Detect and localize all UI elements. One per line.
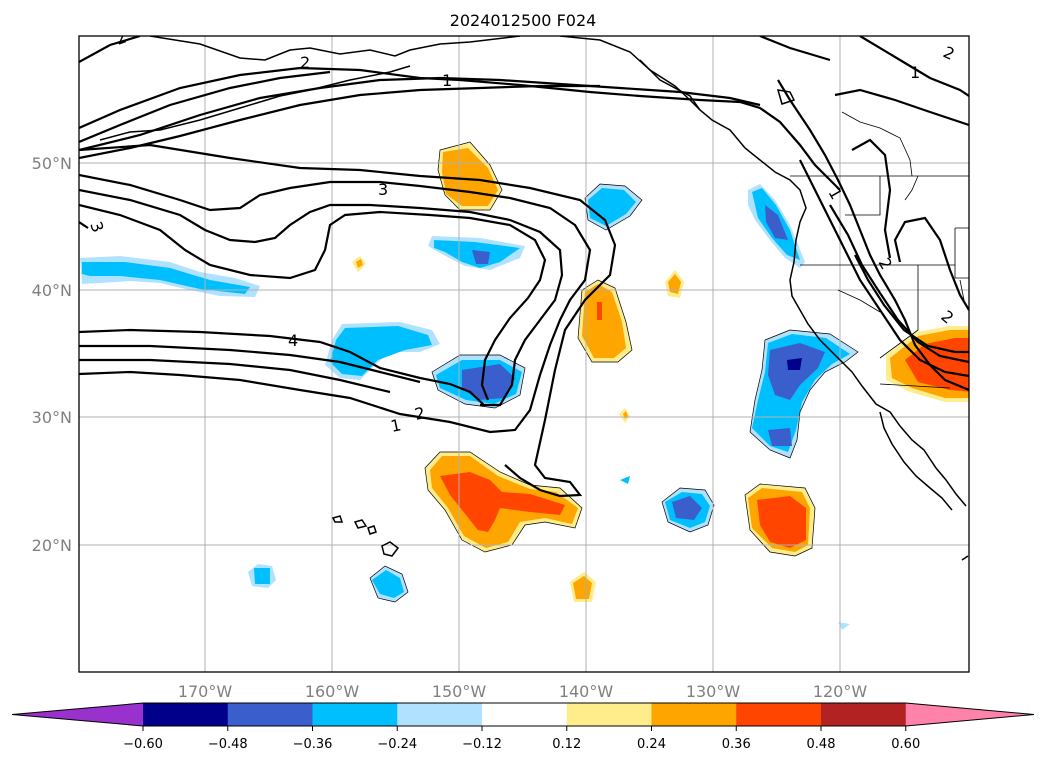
lon-label-150w: 150°W xyxy=(432,682,487,701)
colorbar-tick-label: 0.48 xyxy=(807,737,836,752)
contour-label: 2 xyxy=(413,403,427,424)
colorbar-segment xyxy=(143,703,229,726)
colorbar-tick-label: 0.36 xyxy=(722,737,751,752)
colorbar-segment xyxy=(821,703,907,726)
contour-label: 1 xyxy=(910,63,920,82)
colorbar-tick-label: −0.12 xyxy=(462,737,502,752)
colorbar-tick-label: −0.48 xyxy=(208,737,248,752)
map-frame xyxy=(78,35,970,673)
contour-label: 2 xyxy=(300,53,310,72)
lon-label-120w: 120°W xyxy=(813,682,868,701)
colorbar-segment xyxy=(312,703,398,726)
lat-label-30n: 30°N xyxy=(32,408,72,427)
map-title: 2024012500 F024 xyxy=(450,11,597,30)
colorbar-tick-label: −0.36 xyxy=(293,737,333,752)
lon-label-170w: 170°W xyxy=(178,682,233,701)
lat-label-50n: 50°N xyxy=(32,154,72,173)
contour-label: 4 xyxy=(288,331,298,350)
colorbar-segment xyxy=(227,703,313,726)
colorbar-tick-label: −0.24 xyxy=(377,737,417,752)
contour-label: 1 xyxy=(442,71,452,90)
colorbar-segment xyxy=(651,703,737,726)
colorbar-extend-high xyxy=(905,703,1034,726)
longitude-labels: 170°W 160°W 150°W 140°W 130°W 120°W xyxy=(178,682,868,701)
colorbar-tick-label: 0.60 xyxy=(891,737,920,752)
colorbar-tick-label: −0.60 xyxy=(123,737,163,752)
colorbar-extend-low xyxy=(12,703,143,726)
lon-label-130w: 130°W xyxy=(686,682,741,701)
map-area: 2 2 1 1 3 4 2 1 1 2 3 2 2 xyxy=(79,36,969,672)
colorbar: −0.60 −0.48 −0.36 −0.24 −0.12 0.12 0.24 0.36 0.4… xyxy=(11,702,1035,752)
lon-label-160w: 160°W xyxy=(305,682,360,701)
colorbar-tick-label: 0.12 xyxy=(552,737,581,752)
colorbar-segment xyxy=(736,703,822,726)
latitude-labels: 50°N 40°N 30°N 20°N xyxy=(32,154,72,555)
colorbar-segment xyxy=(397,703,483,726)
colorbar-tick-label: 0.24 xyxy=(637,737,666,752)
anomaly-shading xyxy=(80,142,969,630)
colorbar-segment xyxy=(566,703,652,726)
colorbar-segment xyxy=(482,703,568,726)
lat-label-20n: 20°N xyxy=(32,536,72,555)
contour-label: 3 xyxy=(378,180,388,199)
lon-label-140w: 140°W xyxy=(559,682,614,701)
coastlines xyxy=(99,36,969,561)
lat-label-40n: 40°N xyxy=(32,281,72,300)
political-borders xyxy=(790,111,969,389)
contour-label: 1 xyxy=(389,415,403,436)
contour-lines xyxy=(79,36,969,498)
